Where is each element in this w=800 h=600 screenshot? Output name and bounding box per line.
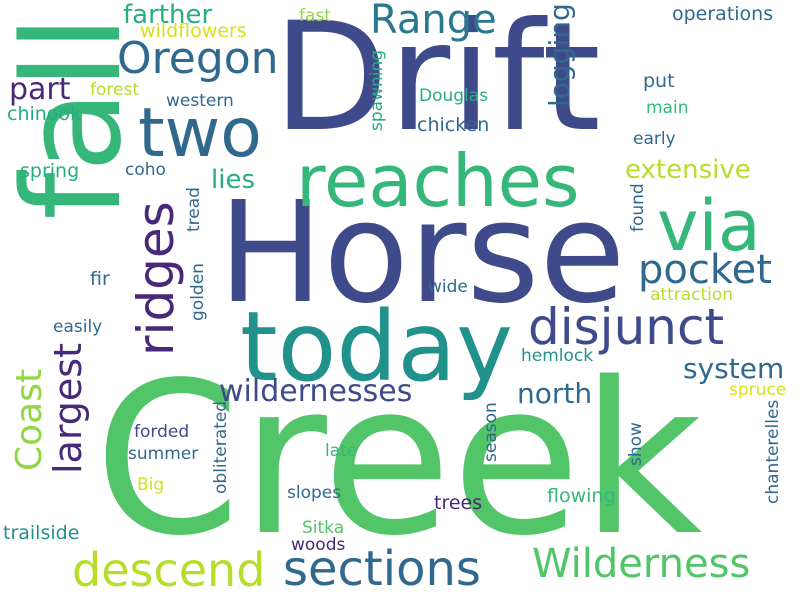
word-logging: logging bbox=[543, 3, 576, 107]
word-coho: coho bbox=[125, 160, 166, 180]
word-tread: tread bbox=[184, 187, 204, 232]
word-reaches: reaches bbox=[296, 139, 580, 223]
word-spring: spring bbox=[20, 160, 80, 182]
word-attraction: attraction bbox=[650, 285, 734, 305]
word-chinook: chinook bbox=[7, 103, 82, 125]
word-hemlock: hemlock bbox=[521, 346, 594, 366]
word-found: found bbox=[628, 183, 648, 232]
word-western: western bbox=[166, 91, 234, 111]
word-obliterated: obliterated bbox=[211, 401, 231, 495]
word-wide: wide bbox=[428, 277, 468, 297]
word-operations: operations bbox=[672, 3, 774, 25]
word-pocket: pocket bbox=[638, 247, 772, 293]
word-oregon: Oregon bbox=[117, 33, 279, 84]
word-put: put bbox=[643, 70, 675, 92]
word-early: early bbox=[633, 129, 676, 149]
word-wilderness: Wilderness bbox=[532, 541, 751, 587]
word-spruce: spruce bbox=[729, 380, 787, 400]
word-main: main bbox=[646, 98, 689, 118]
word-spawning: spawning bbox=[367, 50, 387, 132]
word-horse: Horse bbox=[218, 172, 626, 335]
word-creek: Creek bbox=[94, 337, 703, 582]
word-extensive: extensive bbox=[625, 155, 751, 185]
word-woods: woods bbox=[291, 535, 346, 555]
word-slopes: slopes bbox=[287, 483, 342, 503]
word-late: late bbox=[325, 441, 358, 461]
word-two: two bbox=[138, 94, 262, 173]
word-big: Big bbox=[137, 475, 165, 495]
word-trees: trees bbox=[434, 492, 483, 514]
word-coast: Coast bbox=[9, 369, 50, 472]
word-farther: farther bbox=[123, 0, 213, 30]
word-chanterelles: chanterelles bbox=[763, 400, 783, 505]
word-north: north bbox=[517, 377, 593, 410]
word-disjunct: disjunct bbox=[528, 298, 725, 356]
word-show: show bbox=[626, 422, 646, 466]
word-sitka: Sitka bbox=[302, 518, 345, 538]
word-lies: lies bbox=[211, 165, 255, 195]
word-forded: forded bbox=[134, 422, 190, 442]
word-drift: Drift bbox=[273, 0, 601, 165]
word-easily: easily bbox=[53, 317, 103, 337]
word-chicken: chicken bbox=[417, 114, 490, 136]
word-forest: forest bbox=[90, 80, 139, 100]
word-today: today bbox=[240, 291, 513, 403]
word-douglas: Douglas bbox=[419, 86, 489, 106]
word-descend: descend bbox=[72, 543, 266, 597]
word-season: season bbox=[481, 402, 501, 462]
word-fast: fast bbox=[299, 6, 331, 26]
word-wildernesses: wildernesses bbox=[219, 374, 413, 409]
word-via: via bbox=[657, 185, 761, 267]
word-part: part bbox=[9, 72, 71, 107]
word-golden: golden bbox=[188, 263, 208, 321]
word-wildflowers: wildflowers bbox=[140, 20, 247, 42]
word-sections: sections bbox=[283, 541, 481, 597]
word-summer: summer bbox=[128, 444, 199, 464]
word-range: Range bbox=[370, 0, 497, 43]
word-fir: fir bbox=[90, 268, 110, 290]
word-flowing: flowing bbox=[547, 485, 616, 507]
word-trailside: trailside bbox=[3, 522, 80, 544]
word-system: system bbox=[683, 352, 785, 385]
word-ridges: ridges bbox=[127, 201, 185, 356]
word-largest: largest bbox=[46, 343, 90, 474]
